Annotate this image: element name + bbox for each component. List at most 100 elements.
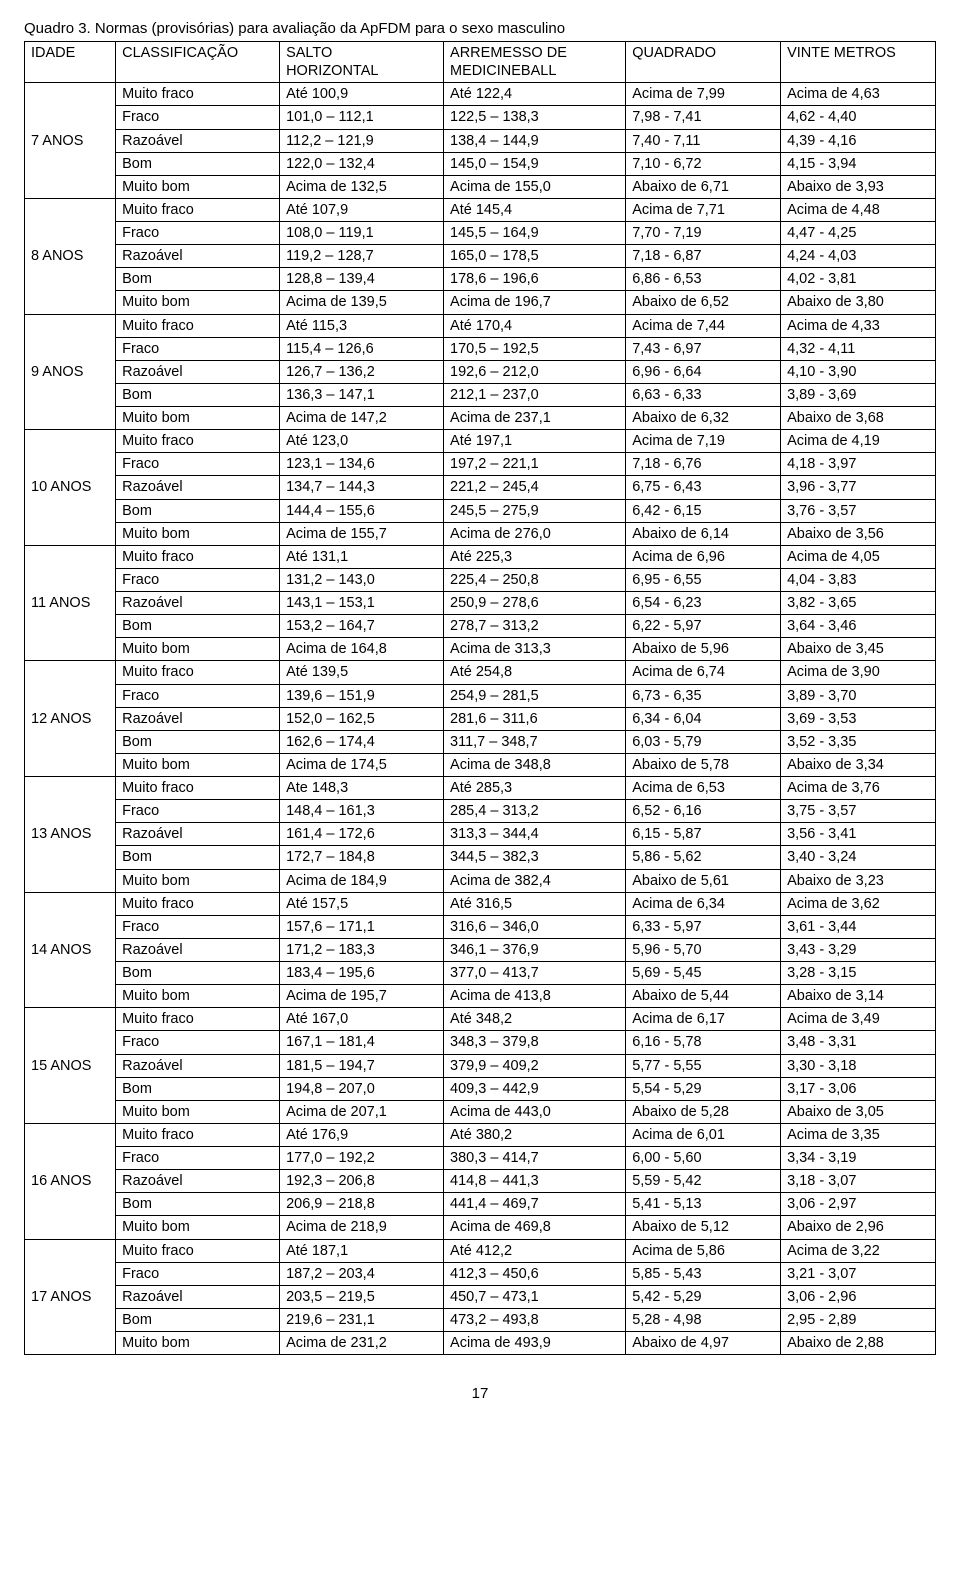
table-cell: 6,33 - 5,97 [626, 915, 781, 938]
table-row: 16 ANOSMuito fracoAté 176,9Até 380,2Acim… [25, 1123, 936, 1146]
table-row: 9 ANOSMuito fracoAté 115,3Até 170,4Acima… [25, 314, 936, 337]
table-cell: Abaixo de 6,71 [626, 175, 781, 198]
table-cell: 212,1 – 237,0 [444, 383, 626, 406]
table-cell: 2,95 - 2,89 [781, 1308, 936, 1331]
table-cell: Bom [116, 383, 280, 406]
table-row: Razoável143,1 – 153,1250,9 – 278,66,54 -… [25, 592, 936, 615]
table-cell: 183,4 – 195,6 [280, 962, 444, 985]
table-cell: 192,6 – 212,0 [444, 360, 626, 383]
table-cell: Abaixo de 2,96 [781, 1216, 936, 1239]
header-quadrado: QUADRADO [626, 42, 781, 83]
table-cell: Razoável [116, 707, 280, 730]
table-cell: Acima de 313,3 [444, 638, 626, 661]
header-arremesso: ARREMESSO DE MEDICINEBALL [444, 42, 626, 83]
table-cell: Acima de 413,8 [444, 985, 626, 1008]
table-cell: 5,28 - 4,98 [626, 1308, 781, 1331]
table-cell: Até 176,9 [280, 1123, 444, 1146]
table-row: Fraco187,2 – 203,4412,3 – 450,65,85 - 5,… [25, 1262, 936, 1285]
table-cell: 181,5 – 194,7 [280, 1054, 444, 1077]
table-cell: Muito bom [116, 522, 280, 545]
table-cell: 206,9 – 218,8 [280, 1193, 444, 1216]
table-cell: Acima de 237,1 [444, 407, 626, 430]
table-row: Fraco148,4 – 161,3285,4 – 313,26,52 - 6,… [25, 800, 936, 823]
table-cell: Acima de 3,22 [781, 1239, 936, 1262]
table-cell: Muito fraco [116, 1239, 280, 1262]
table-cell: Até 254,8 [444, 661, 626, 684]
table-cell: Bom [116, 615, 280, 638]
table-cell: Bom [116, 152, 280, 175]
age-cell: 15 ANOS [25, 1008, 116, 1124]
table-cell: 7,18 - 6,87 [626, 245, 781, 268]
table-cell: 7,40 - 7,11 [626, 129, 781, 152]
table-row: 12 ANOSMuito fracoAté 139,5Até 254,8Acim… [25, 661, 936, 684]
table-row: Razoável119,2 – 128,7165,0 – 178,57,18 -… [25, 245, 936, 268]
table-cell: 313,3 – 344,4 [444, 823, 626, 846]
table-cell: Abaixo de 3,23 [781, 869, 936, 892]
table-cell: Fraco [116, 1031, 280, 1054]
table-cell: 285,4 – 313,2 [444, 800, 626, 823]
table-cell: 162,6 – 174,4 [280, 730, 444, 753]
age-cell: 12 ANOS [25, 661, 116, 777]
table-cell: Acima de 7,19 [626, 430, 781, 453]
table-cell: Muito bom [116, 985, 280, 1008]
table-row: Muito bomAcima de 184,9Acima de 382,4Aba… [25, 869, 936, 892]
table-cell: Abaixo de 3,56 [781, 522, 936, 545]
table-row: 13 ANOSMuito fracoAte 148,3Até 285,3Acim… [25, 777, 936, 800]
table-cell: 5,42 - 5,29 [626, 1285, 781, 1308]
table-cell: 122,0 – 132,4 [280, 152, 444, 175]
table-cell: 6,34 - 6,04 [626, 707, 781, 730]
table-cell: Acima de 132,5 [280, 175, 444, 198]
table-cell: Até 123,0 [280, 430, 444, 453]
table-cell: 4,62 - 4,40 [781, 106, 936, 129]
table-cell: 139,6 – 151,9 [280, 684, 444, 707]
table-cell: 5,86 - 5,62 [626, 846, 781, 869]
table-cell: Acima de 6,74 [626, 661, 781, 684]
table-cell: Acima de 4,63 [781, 83, 936, 106]
table-cell: 6,54 - 6,23 [626, 592, 781, 615]
table-cell: Até 107,9 [280, 198, 444, 221]
table-cell: Muito bom [116, 1100, 280, 1123]
table-cell: Abaixo de 3,05 [781, 1100, 936, 1123]
table-cell: Acima de 348,8 [444, 753, 626, 776]
table-cell: Acima de 155,0 [444, 175, 626, 198]
table-cell: Bom [116, 1193, 280, 1216]
table-cell: 131,2 – 143,0 [280, 568, 444, 591]
table-row: Fraco131,2 – 143,0225,4 – 250,86,95 - 6,… [25, 568, 936, 591]
table-cell: Até 122,4 [444, 83, 626, 106]
table-cell: Acima de 443,0 [444, 1100, 626, 1123]
table-cell: Razoável [116, 360, 280, 383]
table-cell: 6,22 - 5,97 [626, 615, 781, 638]
age-cell: 10 ANOS [25, 430, 116, 546]
table-cell: Acima de 155,7 [280, 522, 444, 545]
table-cell: 6,86 - 6,53 [626, 268, 781, 291]
table-cell: 161,4 – 172,6 [280, 823, 444, 846]
table-cell: 225,4 – 250,8 [444, 568, 626, 591]
table-cell: Bom [116, 846, 280, 869]
table-cell: 194,8 – 207,0 [280, 1077, 444, 1100]
table-cell: Razoável [116, 129, 280, 152]
table-cell: Até 316,5 [444, 892, 626, 915]
table-cell: Muito bom [116, 291, 280, 314]
table-cell: 148,4 – 161,3 [280, 800, 444, 823]
table-cell: 3,69 - 3,53 [781, 707, 936, 730]
table-cell: 134,7 – 144,3 [280, 476, 444, 499]
table-cell: 7,70 - 7,19 [626, 222, 781, 245]
table-cell: Até 285,3 [444, 777, 626, 800]
table-row: Muito bomAcima de 164,8Acima de 313,3Aba… [25, 638, 936, 661]
table-row: Bom172,7 – 184,8344,5 – 382,35,86 - 5,62… [25, 846, 936, 869]
table-cell: 165,0 – 178,5 [444, 245, 626, 268]
page-number: 17 [24, 1385, 936, 1402]
table-cell: 3,89 - 3,69 [781, 383, 936, 406]
table-cell: Até 131,1 [280, 545, 444, 568]
table-cell: Acima de 3,49 [781, 1008, 936, 1031]
table-cell: 3,43 - 3,29 [781, 938, 936, 961]
table-cell: 5,77 - 5,55 [626, 1054, 781, 1077]
table-cell: 3,76 - 3,57 [781, 499, 936, 522]
table-cell: Acima de 7,44 [626, 314, 781, 337]
table-row: Muito bomAcima de 195,7Acima de 413,8Aba… [25, 985, 936, 1008]
table-cell: 4,18 - 3,97 [781, 453, 936, 476]
table-cell: Acima de 195,7 [280, 985, 444, 1008]
table-cell: Bom [116, 1077, 280, 1100]
table-row: Razoável171,2 – 183,3346,1 – 376,95,96 -… [25, 938, 936, 961]
table-cell: Muito fraco [116, 1008, 280, 1031]
